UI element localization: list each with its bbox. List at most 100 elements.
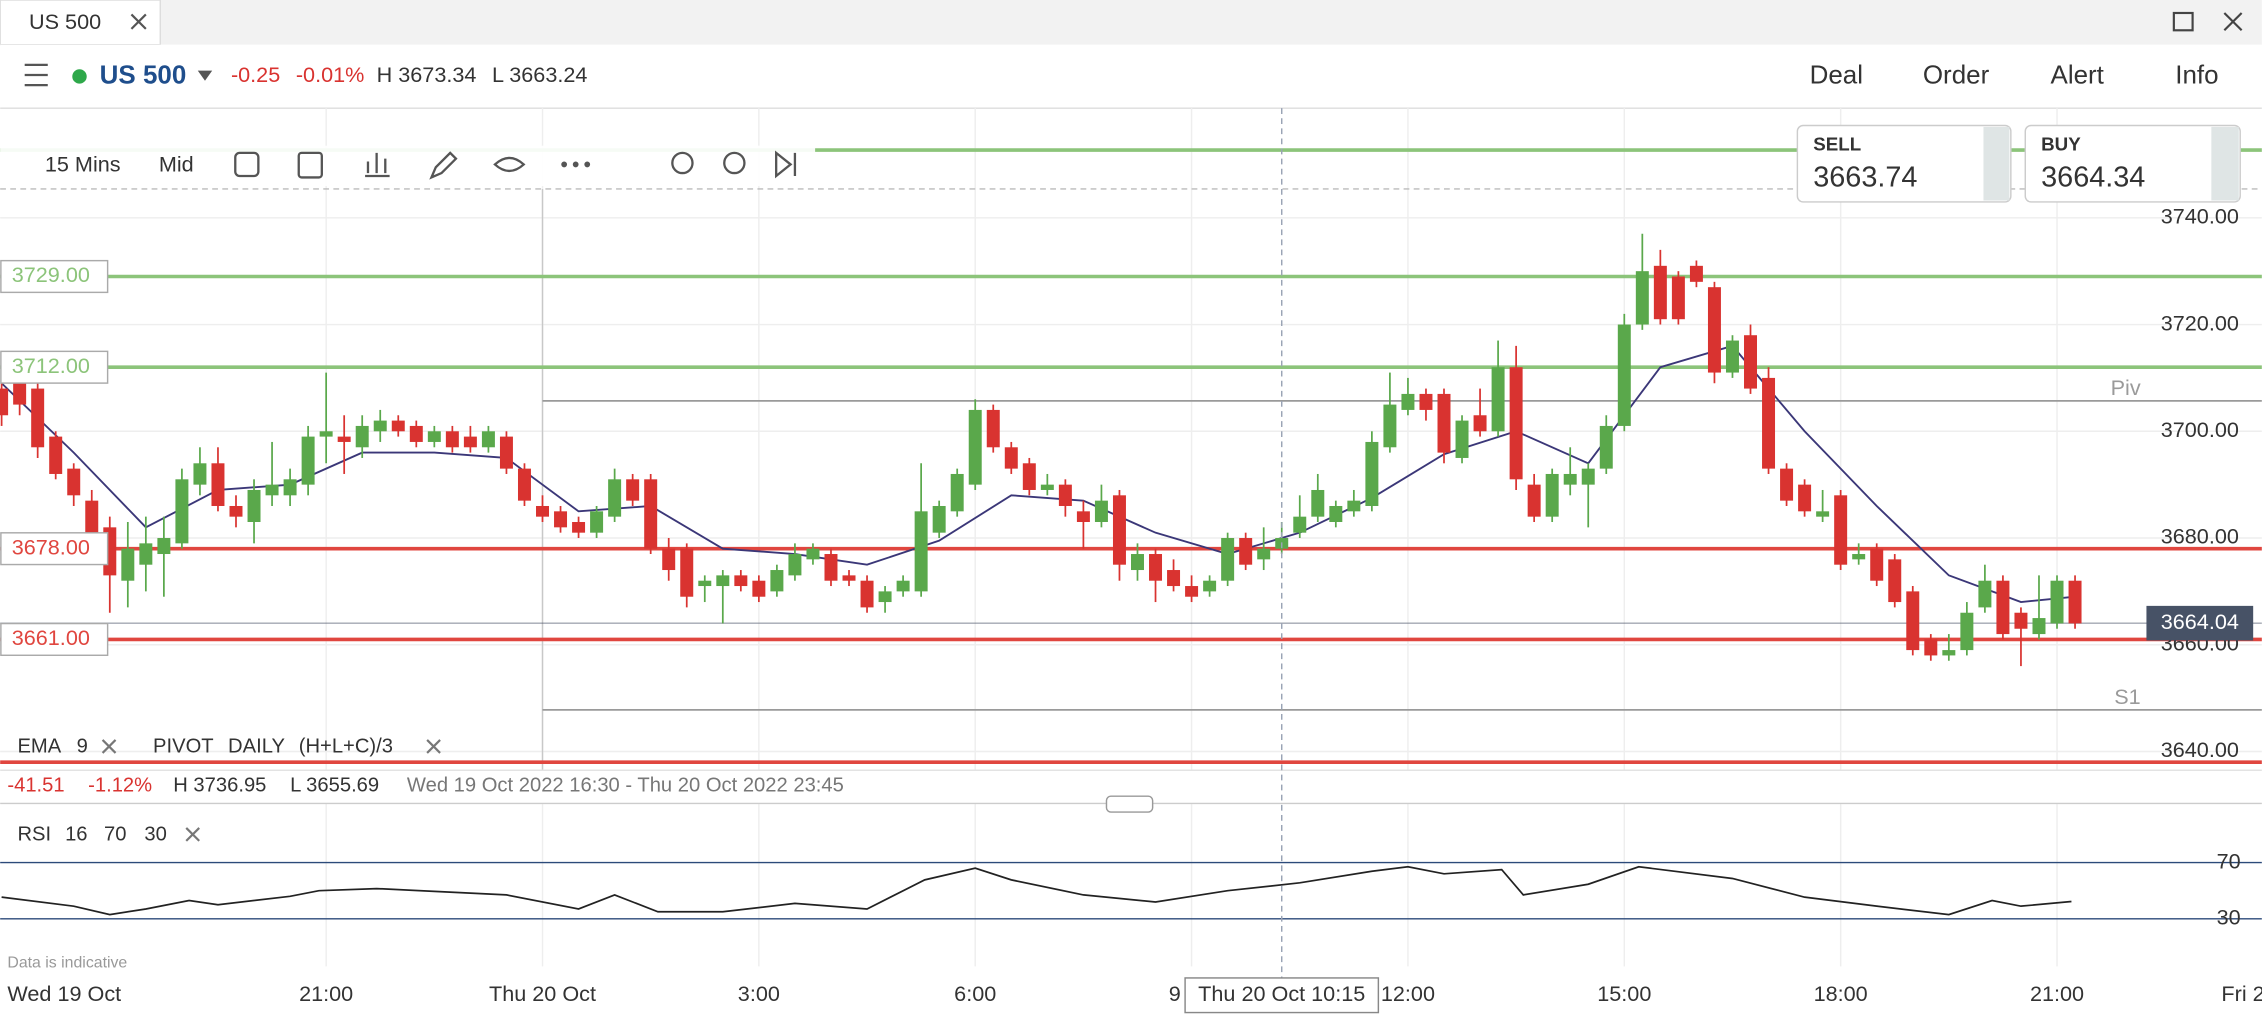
level-label: 3712.00 [12,353,90,378]
tab-title: US 500 [29,9,101,34]
rsi-tick-label: 70 [2217,848,2241,873]
sell-strip [1983,126,2010,201]
calendar-icon[interactable] [234,151,260,178]
range-high: H 3736.95 [173,774,266,796]
x-tick-label: 3:00 [738,981,780,1006]
change-pct: -0.01% [296,62,365,87]
level-label-box[interactable] [0,622,109,656]
candle-body [968,409,982,485]
instrument-name[interactable]: US 500 [100,59,187,89]
draw-icon[interactable] [429,151,458,180]
y-tick-label: 3720.00 [2161,310,2239,335]
candle-body [644,479,658,549]
candle-body [662,548,676,571]
candle-body [1473,415,1487,432]
candle-body [536,505,549,517]
menu-item[interactable]: Deal [1810,59,1863,89]
level-label: 3661.00 [12,625,90,650]
zoom-out-icon[interactable] [671,151,694,175]
remove-ema[interactable] [101,739,117,754]
candle-body [896,580,910,592]
x-tick-label: 21:00 [2030,981,2084,1006]
candle-body [445,431,459,448]
interval[interactable]: 15 Mins [45,152,121,177]
candle-body [824,554,838,581]
candle-body [481,431,495,448]
y-tick-label: 3680.00 [2161,524,2239,549]
rsi-line [1,865,2072,916]
candle-body [517,468,531,501]
x-tick-label: Fri 2 [2221,981,2262,1006]
candle-body [806,548,820,560]
candle-body [1924,639,1938,656]
candle-body [698,580,712,587]
change: -0.25 [231,62,280,87]
tab[interactable] [0,0,161,46]
level-label-box[interactable] [0,532,109,566]
x-tick-label: 6:00 [954,981,996,1006]
candle-body [1257,548,1271,560]
candle-body [1185,586,1199,597]
candle-body [1834,495,1848,565]
buy-button[interactable] [2024,124,2241,203]
rsi-param: 70 [104,823,126,845]
candle-body [1509,367,1523,480]
candle-body [427,431,441,442]
chart-type-icon[interactable] [297,151,323,179]
buy-strip [2211,126,2239,201]
candle-body [211,463,225,506]
maximize-button[interactable] [2172,11,2194,32]
candle-body [1725,340,1739,373]
eye-icon[interactable] [493,156,526,173]
candle-body [1744,335,1757,389]
candle-body [0,388,9,416]
menu-item[interactable]: Alert [2051,59,2105,89]
level-label-box[interactable] [0,259,109,294]
candle-body [770,570,784,592]
candle-body [1149,554,1163,581]
x-start-label: Wed 19 Oct [7,981,121,1006]
candle-body [1816,511,1830,517]
candle-body [31,388,45,448]
remove-rsi[interactable] [185,827,200,842]
candle-body [1329,505,1343,523]
candle-body [1131,554,1144,571]
candle-body [49,436,63,474]
candle-body [986,409,1000,448]
sell-button[interactable] [1796,124,2012,203]
candle-body [788,554,802,576]
candle-body [391,420,405,432]
panel-resize-handle[interactable] [1105,795,1154,813]
indicators-icon[interactable] [365,152,390,178]
tab-bar [0,0,2262,45]
tab-close[interactable] [130,13,147,30]
price-type[interactable]: Mid [159,152,194,177]
rsi-name: RSI [17,823,51,845]
candle-body [1167,570,1181,587]
close-button[interactable] [2223,12,2243,32]
more-icon[interactable] [561,161,591,168]
candle-body [283,479,297,496]
buy-label: BUY [2041,134,2081,155]
pivot-formula: (H+L+C)/3 [299,735,393,757]
menu-item[interactable]: Info [2175,59,2218,89]
zoom-in-icon[interactable] [723,151,746,175]
candle-body [734,575,748,587]
candle-body [950,473,964,512]
candle-body [1762,377,1776,469]
candle-body [1437,393,1451,453]
level-label-box[interactable] [0,350,109,384]
candle-body [1058,484,1072,506]
menu-button[interactable] [24,63,48,87]
candle-body [463,436,477,448]
pivot-label: S1 [2114,684,2140,709]
instrument-dropdown[interactable] [197,70,213,81]
level-label: 3678.00 [12,534,90,559]
remove-pivot[interactable] [426,739,441,754]
skip-end-icon[interactable] [775,150,797,179]
x-tick-label: 15:00 [1597,981,1651,1006]
candle-body [1978,580,1992,608]
candle-body [1527,484,1541,517]
menu-item[interactable]: Order [1923,59,1990,89]
